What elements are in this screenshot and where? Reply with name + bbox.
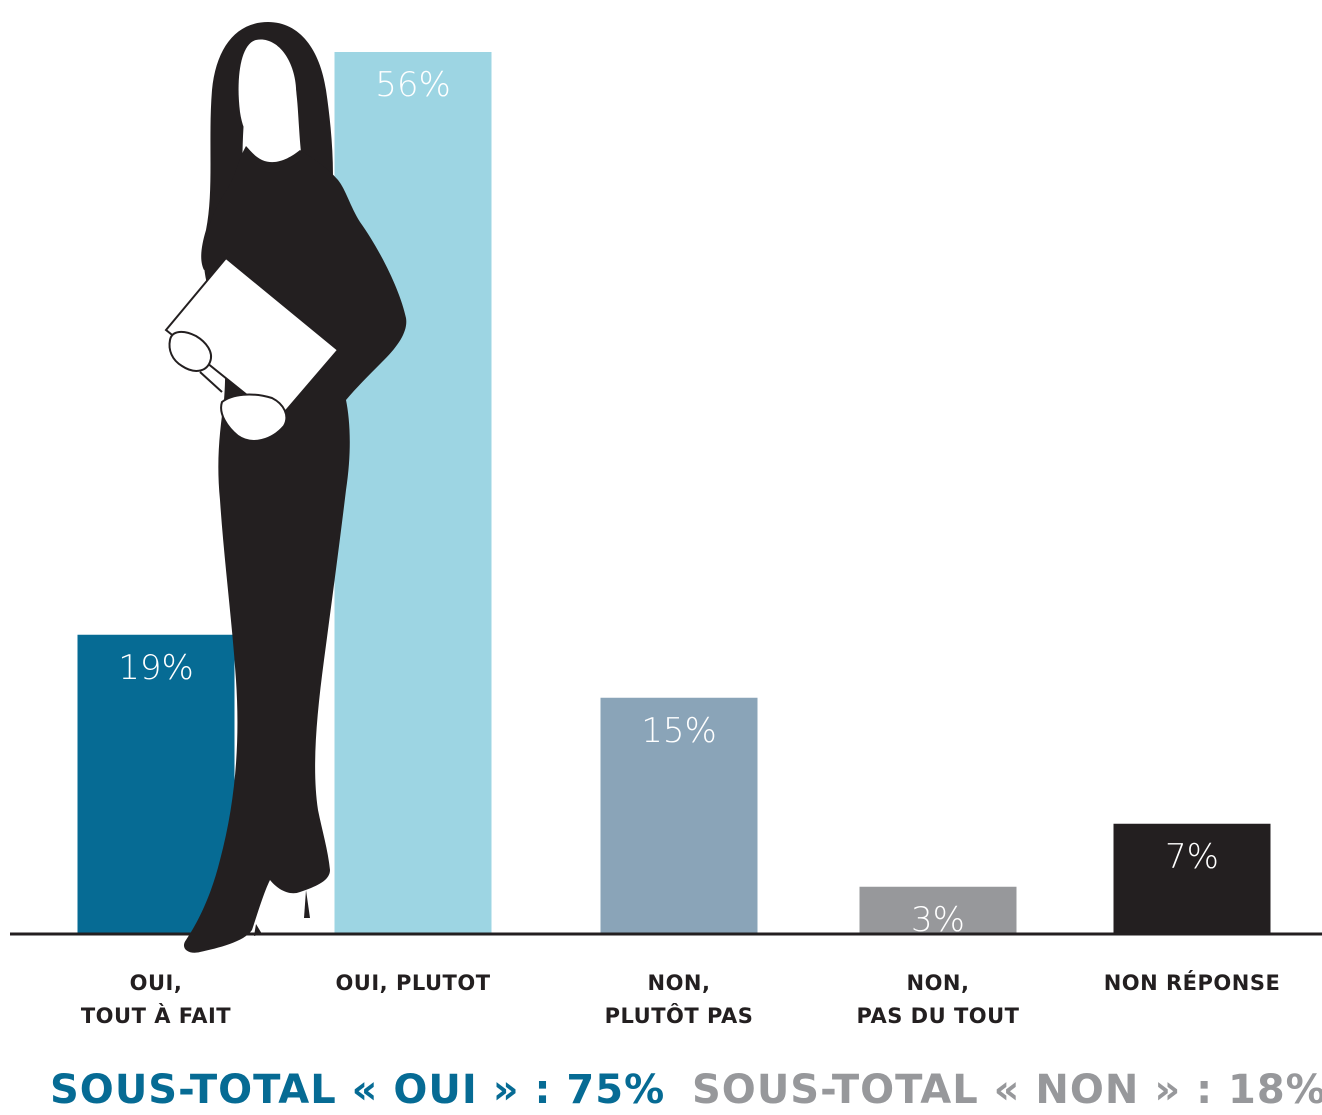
category-label-oui-tout-a-fait-line1: OUI, — [130, 971, 183, 995]
woman-silhouette — [164, 22, 407, 953]
category-label-non-plutot-pas-line2: PLUTÔT PAS — [605, 1003, 754, 1028]
category-label-non-reponse: NON RÉPONSE — [1104, 970, 1281, 995]
bar-non-pas-du-tout — [859, 886, 1017, 934]
category-labels: OUI, TOUT À FAIT OUI, PLUTOT NON, PLUTÔT PAS… — [81, 970, 1280, 1028]
value-label-oui-tout-a-fait: 19% — [118, 648, 194, 688]
category-label-non-plutot-pas-line1: NON, — [648, 971, 711, 995]
category-label-oui-plutot: OUI, PLUTOT — [335, 971, 490, 995]
subtotal-oui: SOUS-TOTAL « OUI » : 75% — [50, 1067, 666, 1113]
bars — [77, 52, 1271, 934]
bar-oui-plutot — [334, 52, 492, 934]
value-label-oui-plutot: 56% — [375, 65, 451, 105]
category-label-oui-tout-a-fait-line2: TOUT À FAIT — [81, 1003, 231, 1028]
bar-non-reponse — [1113, 823, 1271, 934]
value-label-non-plutot-pas: 15% — [641, 711, 717, 751]
category-label-non-pas-du-tout-line2: PAS DU TOUT — [857, 1004, 1020, 1028]
bar-oui-tout-a-fait — [77, 634, 235, 934]
subtotal-non: SOUS-TOTAL « NON » : 18% — [692, 1067, 1322, 1113]
value-label-non-pas-du-tout: 3% — [911, 900, 965, 940]
value-label-non-reponse: 7% — [1165, 837, 1219, 877]
bar-non-plutot-pas — [600, 697, 758, 934]
category-label-non-pas-du-tout-line1: NON, — [907, 971, 970, 995]
bar-value-labels: 19% 56% 15% 3% 7% — [118, 65, 1219, 940]
